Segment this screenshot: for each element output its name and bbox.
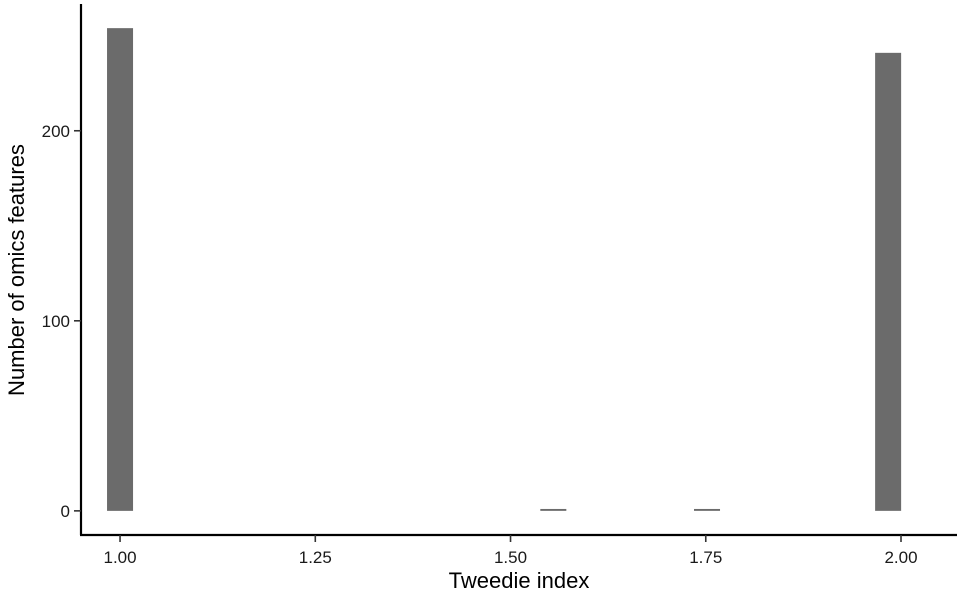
histogram-bar [694, 508, 721, 511]
x-tick-label: 1.00 [104, 548, 137, 567]
histogram-bar [107, 28, 134, 511]
y-axis-title: Number of omics features [4, 144, 29, 396]
x-tick-label: 1.25 [299, 548, 332, 567]
x-tick-label: 1.50 [494, 548, 527, 567]
histogram-bar [540, 508, 567, 511]
y-axis-ticks: 0 100 200 [42, 122, 81, 521]
y-tick-label: 200 [42, 122, 70, 141]
x-tick-label: 2.00 [884, 548, 917, 567]
histogram-bar [875, 52, 902, 511]
y-tick-label: 100 [42, 312, 70, 331]
x-axis-ticks: 1.00 1.25 1.50 1.75 2.00 [104, 535, 918, 567]
bars-group [107, 28, 902, 511]
x-axis-title: Tweedie index [449, 568, 590, 593]
x-tick-label: 1.75 [689, 548, 722, 567]
y-tick-label: 0 [61, 502, 70, 521]
